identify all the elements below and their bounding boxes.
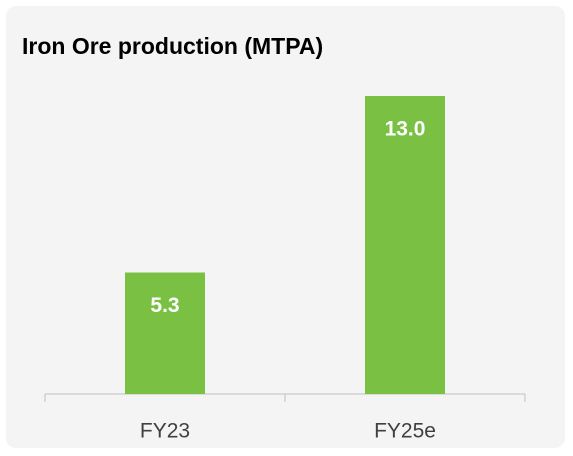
chart-panel <box>6 6 565 448</box>
data-label: 13.0 <box>385 118 426 141</box>
chart-title: Iron Ore production (MTPA) <box>22 33 323 59</box>
data-label: 5.3 <box>150 294 179 317</box>
x-tick-label: FY23 <box>140 420 190 443</box>
bar <box>365 96 445 394</box>
bar <box>125 272 205 394</box>
x-tick-label: FY25e <box>374 420 436 443</box>
